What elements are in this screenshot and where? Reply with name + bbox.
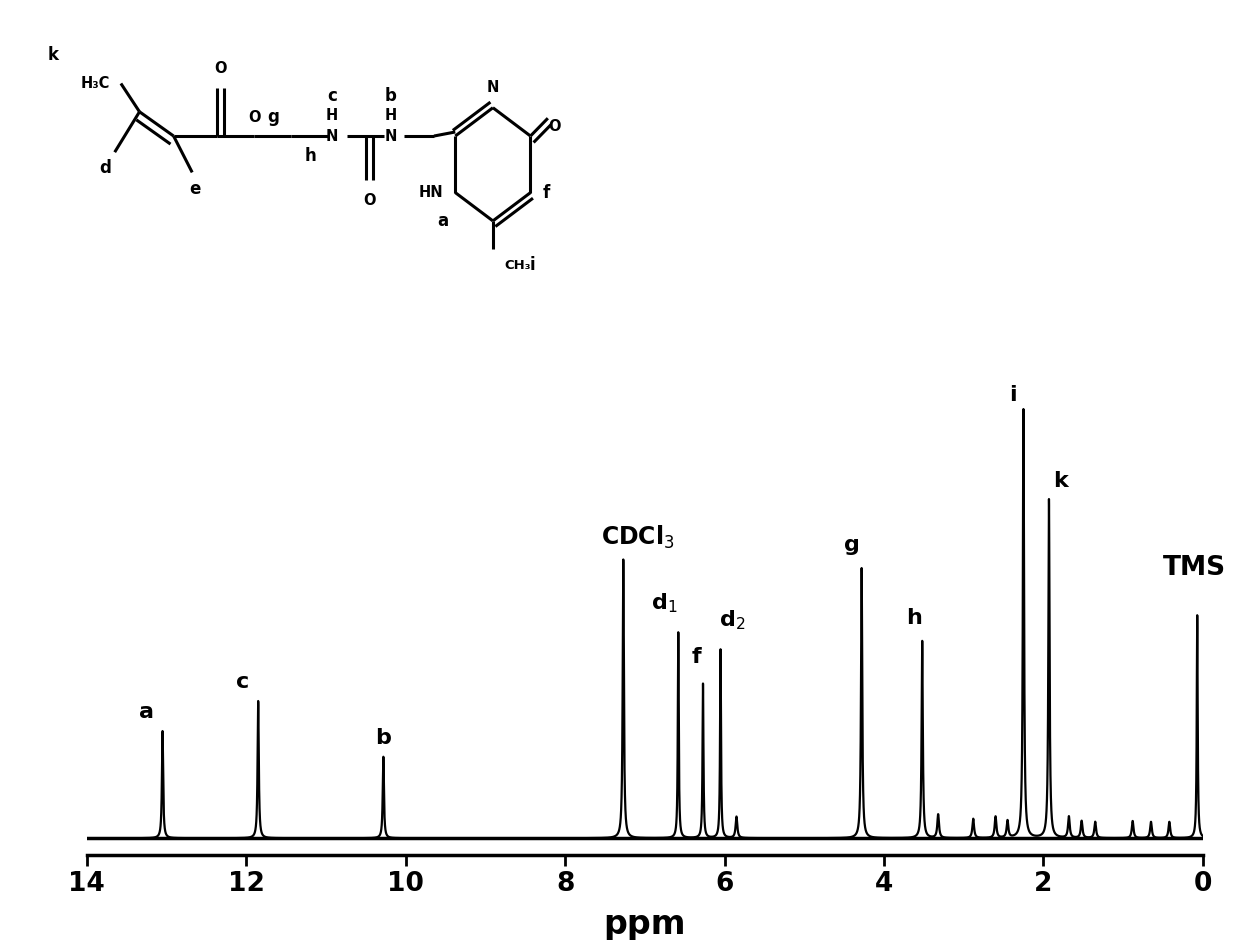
Text: TMS: TMS: [1163, 555, 1226, 581]
Text: c: c: [236, 672, 249, 693]
Text: a: a: [139, 702, 154, 723]
Text: d$_2$: d$_2$: [719, 609, 745, 633]
X-axis label: ppm: ppm: [604, 908, 686, 940]
Text: e: e: [190, 180, 201, 197]
Text: i: i: [531, 257, 536, 274]
Text: H₃C: H₃C: [81, 76, 110, 91]
Text: g: g: [267, 108, 279, 126]
Text: b: b: [376, 728, 392, 748]
Text: a: a: [438, 212, 449, 230]
Text: N: N: [487, 80, 498, 95]
Text: h: h: [304, 148, 316, 165]
Text: O: O: [215, 61, 227, 76]
Text: b: b: [384, 86, 397, 104]
Text: d: d: [99, 160, 112, 178]
Text: c: c: [327, 86, 336, 104]
Text: H: H: [326, 108, 337, 123]
Text: H: H: [384, 108, 397, 123]
Text: i: i: [1009, 385, 1017, 405]
Text: HN: HN: [418, 185, 443, 200]
Text: O: O: [248, 110, 260, 125]
Text: N: N: [326, 129, 337, 144]
Text: h: h: [906, 608, 923, 628]
Text: k: k: [1054, 471, 1069, 491]
Text: g: g: [844, 535, 861, 556]
Text: CH₃: CH₃: [505, 258, 531, 272]
Text: f: f: [542, 183, 549, 201]
Text: O: O: [548, 118, 560, 133]
Text: f: f: [692, 647, 702, 666]
Text: N: N: [384, 129, 397, 144]
Text: O: O: [363, 194, 376, 208]
Text: d$_1$: d$_1$: [651, 591, 678, 616]
Text: CDCl$_3$: CDCl$_3$: [601, 524, 675, 551]
Text: k: k: [47, 46, 58, 64]
